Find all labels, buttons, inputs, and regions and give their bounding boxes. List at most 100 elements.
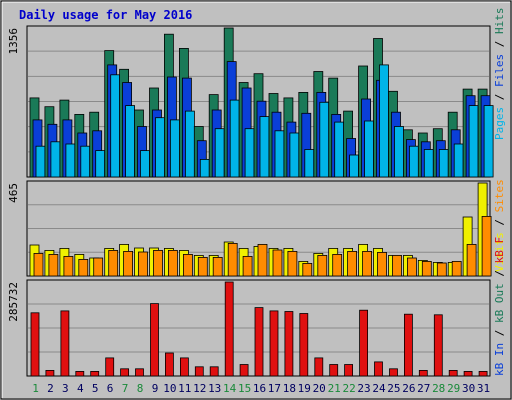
bar-pages [140, 150, 150, 178]
legend-separator: / [493, 34, 506, 54]
x-tick-label: 11 [178, 382, 191, 395]
x-tick-label: 18 [283, 382, 296, 395]
x-tick-label: 8 [137, 382, 144, 395]
legend-item-kb-out: kB Out [493, 283, 506, 323]
bar-pages [199, 158, 210, 178]
x-tick-label: 27 [417, 382, 430, 395]
bar-kb-f [254, 307, 264, 377]
bar-pages [379, 64, 389, 178]
x-tick-label: 6 [107, 382, 114, 395]
bar-pages [80, 145, 91, 178]
bar-kb-f [179, 357, 189, 377]
x-tick-label: 7 [122, 382, 129, 395]
bar-pages [244, 128, 255, 178]
legend-item-pages: Pages [493, 107, 506, 140]
bar-sites [227, 242, 238, 277]
bar-sites [63, 255, 74, 277]
bar-pages [438, 149, 449, 178]
bar-sites [451, 260, 462, 277]
y-max-label: 1356 [7, 28, 20, 55]
bar-sites [377, 251, 387, 277]
bar-pages [65, 143, 76, 178]
bar-kb-f [120, 368, 129, 377]
bar-sites [392, 254, 402, 277]
bar-kb-f [60, 310, 70, 377]
legend-item-sites: Sites [493, 179, 506, 212]
x-tick-label: 28 [432, 382, 445, 395]
x-tick-label: 31 [477, 382, 490, 395]
x-tick-label: 12 [193, 382, 206, 395]
bar-pages [155, 117, 165, 178]
legend-separator: / [493, 323, 506, 343]
bar-pages [394, 126, 404, 178]
bar-pages [423, 149, 434, 178]
bar-kb-f [224, 281, 234, 377]
bar-kb-f [284, 311, 294, 377]
bar-sites [78, 258, 89, 277]
bar-pages [229, 99, 240, 178]
bar-sites [257, 243, 268, 277]
bar-sites [347, 250, 358, 277]
bar-kb-f [105, 357, 115, 377]
x-tick-label: 4 [77, 382, 84, 395]
bar-sites [302, 262, 313, 277]
bar-sites [138, 251, 148, 277]
x-tick-label: 20 [313, 382, 326, 395]
x-tick-label: 1 [32, 382, 39, 395]
bar-kb-f [209, 366, 219, 377]
bar-kb-f [30, 312, 40, 377]
bar-kb-f [150, 303, 159, 377]
bar-kb-f [359, 309, 369, 377]
legend-item-kb-f: kB F [493, 237, 506, 264]
bar-kb-f [135, 368, 144, 377]
y-max-label: 285732 [7, 282, 20, 322]
legend-middle: Visits / Sites [493, 179, 506, 272]
bar-sites [108, 249, 119, 277]
bar-kb-f [194, 366, 204, 377]
x-tick-label: 3 [62, 382, 69, 395]
bar-pages [304, 149, 315, 178]
x-tick-label: 29 [447, 382, 460, 395]
bar-sites [48, 253, 59, 277]
bar-sites [167, 249, 178, 277]
bar-kb-f [344, 364, 354, 377]
bar-pages [125, 105, 135, 178]
bar-sites [212, 256, 223, 277]
bar-kb-f [418, 369, 428, 377]
x-tick-label: 22 [342, 382, 355, 395]
bar-pages [289, 132, 300, 178]
bar-kb-f [389, 368, 398, 377]
chart-panels: 1356 465 285732 Pages / Files / Hits Visits … [7, 8, 506, 377]
bar-kb-f [329, 364, 339, 377]
bar-sites [406, 257, 417, 277]
x-tick-label: 30 [462, 382, 475, 395]
legend-item-files: Files [493, 54, 506, 87]
x-tick-label: 17 [268, 382, 281, 395]
bar-sites [362, 250, 373, 277]
x-tick-label: 19 [298, 382, 311, 395]
y-max-label: 465 [7, 183, 20, 203]
legend-separator: / [493, 87, 506, 107]
bar-pages [468, 105, 479, 178]
panel-hits-files-pages: 1356 [7, 25, 494, 178]
bar-sites [242, 255, 253, 277]
bar-sites [33, 252, 44, 277]
bar-pages [169, 119, 180, 178]
x-tick-label: 10 [163, 382, 176, 395]
bar-kb-f [239, 364, 249, 377]
bar-pages [50, 141, 61, 178]
x-tick-label: 16 [253, 382, 266, 395]
bar-pages [334, 121, 345, 178]
bar-kb-f [299, 313, 309, 377]
panel-visits-sites: 465 [7, 180, 492, 277]
x-tick-label: 14 [223, 382, 237, 395]
bar-sites [481, 215, 492, 277]
bar-kb-f [269, 310, 279, 377]
bar-sites [436, 262, 447, 277]
bar-pages [483, 105, 494, 178]
bar-sites [332, 253, 343, 277]
bar-pages [110, 74, 121, 178]
